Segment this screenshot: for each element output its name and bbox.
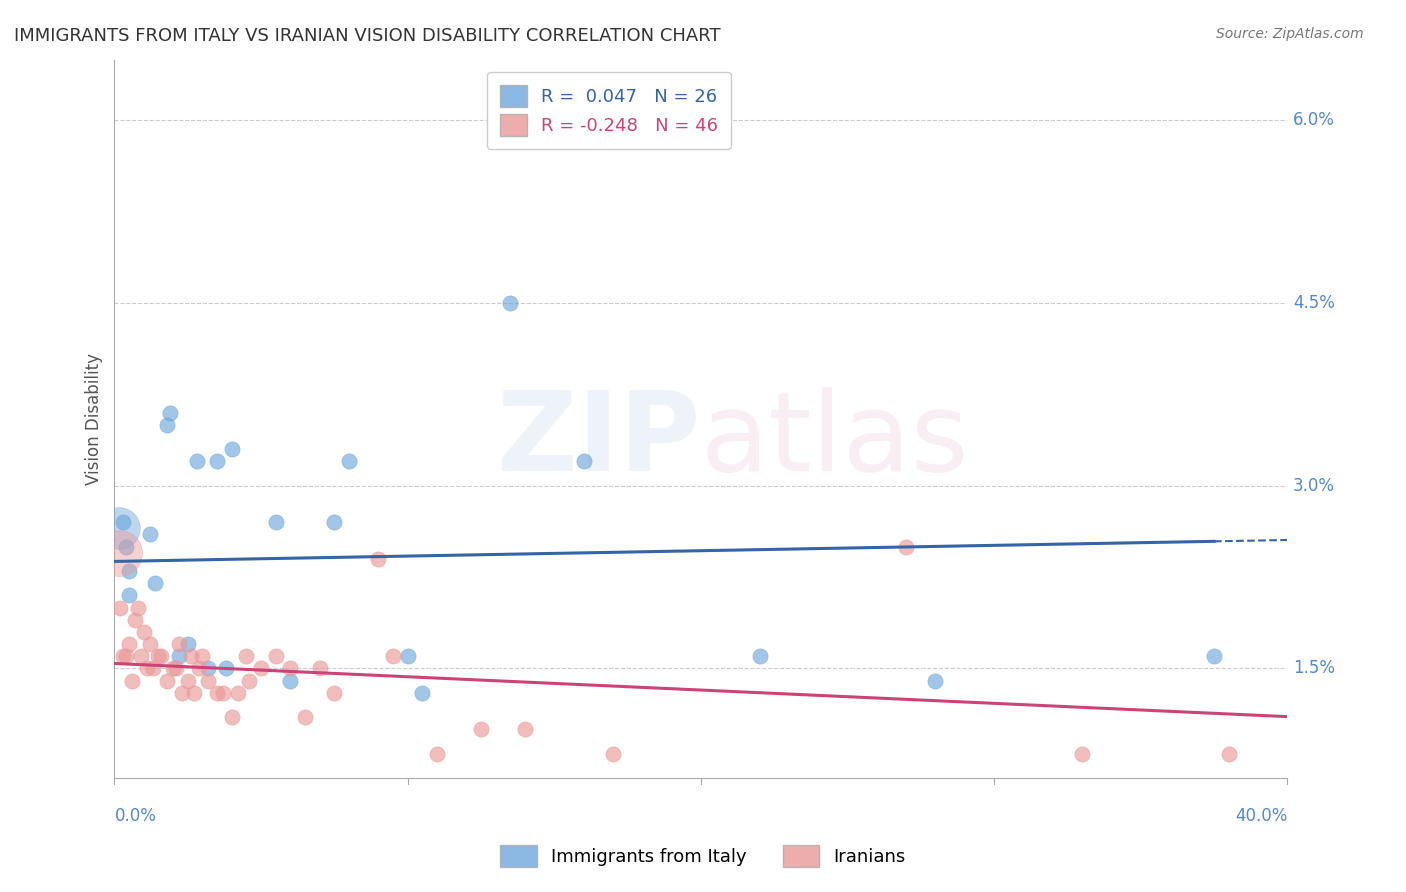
Point [894,540,917,554]
Point [1218,747,1240,761]
Point [323,516,346,530]
Point [156,673,179,688]
Point [162,661,184,675]
Point [499,296,522,310]
Point [135,661,157,675]
Point [323,686,346,700]
Point [121,673,143,688]
Point [396,649,419,664]
Point [191,649,214,664]
Point [264,516,287,530]
Point [337,454,360,468]
Point [177,637,200,651]
Point [115,540,138,554]
Point [124,613,146,627]
Text: atlas: atlas [700,387,969,494]
Point [112,649,135,664]
Point [221,442,243,457]
Point [118,637,141,651]
Point [250,661,273,675]
Point [1202,649,1225,664]
Point [180,649,202,664]
Point [1071,747,1094,761]
Text: 6.0%: 6.0% [1294,112,1336,129]
Point [215,661,238,675]
Text: 4.5%: 4.5% [1294,294,1336,312]
Text: 1.5%: 1.5% [1294,659,1336,677]
Point [235,649,257,664]
Point [159,406,181,420]
Point [572,454,595,468]
Point [205,454,228,468]
Point [138,637,160,651]
Text: 40.0%: 40.0% [1234,806,1288,825]
Point [156,417,179,432]
Point [602,747,624,761]
Point [138,527,160,541]
Point [148,649,170,664]
Point [170,686,193,700]
Text: IMMIGRANTS FROM ITALY VS IRANIAN VISION DISABILITY CORRELATION CHART: IMMIGRANTS FROM ITALY VS IRANIAN VISION … [14,27,721,45]
Point [470,723,492,737]
Point [129,649,152,664]
Point [513,723,536,737]
Point [108,546,131,560]
Text: Source: ZipAtlas.com: Source: ZipAtlas.com [1216,27,1364,41]
Point [118,564,141,578]
Point [294,710,316,724]
Point [426,747,449,761]
Point [177,673,200,688]
Point [381,649,404,664]
Point [118,588,141,602]
Point [188,661,211,675]
Text: 0.0%: 0.0% [114,806,156,825]
Point [205,686,228,700]
Point [197,661,219,675]
Point [165,661,187,675]
Text: 3.0%: 3.0% [1294,476,1336,495]
Text: ZIP: ZIP [498,387,700,494]
Point [197,673,219,688]
Point [183,686,205,700]
Point [280,673,302,688]
Point [221,710,243,724]
Legend: R =  0.047   N = 26, R = -0.248   N = 46: R = 0.047 N = 26, R = -0.248 N = 46 [486,72,731,149]
Point [411,686,433,700]
Point [212,686,235,700]
Point [308,661,330,675]
Point [110,600,132,615]
Point [280,661,302,675]
Point [108,521,131,535]
Point [115,649,138,664]
Point [145,576,167,591]
Point [141,661,163,675]
Point [132,624,155,639]
Y-axis label: Vision Disability: Vision Disability [86,353,103,485]
Legend: Immigrants from Italy, Iranians: Immigrants from Italy, Iranians [494,838,912,874]
Point [226,686,249,700]
Point [924,673,946,688]
Point [167,649,190,664]
Point [112,516,135,530]
Point [367,551,389,566]
Point [167,637,190,651]
Point [127,600,149,615]
Point [150,649,173,664]
Point [238,673,260,688]
Point [186,454,208,468]
Point [264,649,287,664]
Point [748,649,770,664]
